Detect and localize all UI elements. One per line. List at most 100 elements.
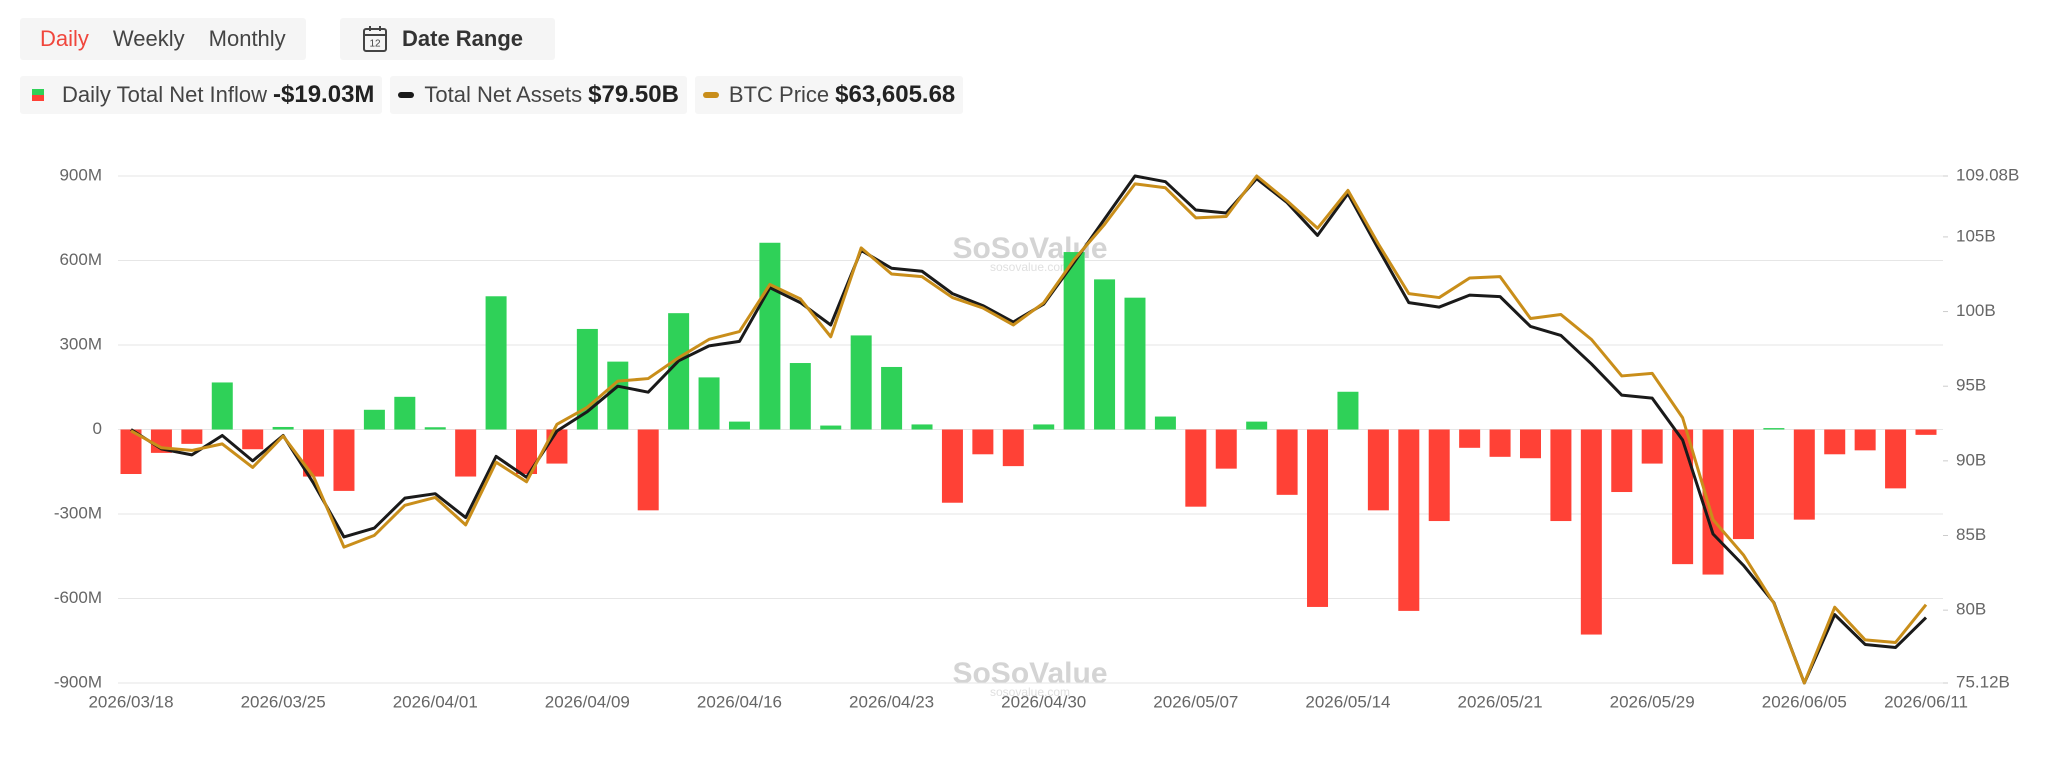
bar [941,429,963,503]
y-tick-label: -600M [54,588,102,607]
x-tick-label: 2026/06/11 [1884,692,1968,711]
bar [850,335,872,430]
y-tick-label: 0 [93,419,102,438]
bar [211,382,233,430]
bar [1672,429,1694,565]
bar [1885,429,1907,489]
bar [181,429,203,444]
line [130,174,1928,685]
bar [668,313,690,430]
bar [698,377,720,430]
watermark-sub: sosovalue.com [990,260,1070,274]
bar [1915,429,1937,435]
bar [1428,429,1450,522]
y-tick-label: 600M [59,250,102,269]
bar [1702,429,1724,575]
bar [637,429,659,511]
bar [1124,297,1146,430]
x-tick-label: 2026/05/14 [1305,692,1390,711]
bar [1793,429,1815,520]
bar [1519,429,1541,459]
bar [1459,429,1481,448]
bar [424,427,446,430]
date-range-button[interactable]: 12 Date Range [340,18,555,60]
bar [1489,429,1511,457]
bar [789,363,811,430]
bar [1732,429,1754,540]
y-tick-label: -300M [54,503,102,522]
bar [1002,429,1024,467]
bar [485,296,507,430]
bar [120,429,142,475]
bar [1337,391,1359,430]
bar [242,429,264,450]
tab[interactable]: Daily [40,26,89,51]
bar [1154,416,1176,430]
bar [546,429,568,464]
watermark: SoSoValue [952,657,1107,690]
y-tick-label: 300M [59,334,102,353]
bar [1641,429,1663,464]
x-tick-label: 2026/04/09 [545,692,630,711]
x-tick-label: 2026/06/05 [1762,692,1847,711]
bar [1033,424,1055,430]
bar [303,429,325,477]
y2-tick-label: 75.12B [1956,672,2010,691]
x-tick-label: 2026/03/18 [88,692,173,711]
y2-tick-label: 95B [1956,376,1986,395]
y2-tick-label: 85B [1956,525,1986,544]
bar [1185,429,1207,507]
x-tick-label: 2026/04/16 [697,692,782,711]
bar [1398,429,1420,611]
tab[interactable]: Monthly [208,26,286,51]
bar [1763,428,1785,430]
legend-value: $63,605.68 [835,81,956,108]
bar [516,429,538,475]
legend-item: Total Net Assets $79.50B [390,76,687,114]
bar [607,361,629,430]
bar [759,242,781,430]
y2-tick-label: 100B [1956,301,1996,320]
bar [1307,429,1329,607]
bar [972,429,994,455]
calendar-icon: 12 [363,26,387,52]
legend: Daily Total Net Inflow -$19.03M Total Net … [20,76,964,114]
bar [1367,429,1389,511]
bar [1854,429,1876,451]
bar [1824,429,1846,455]
bar [881,366,903,430]
bar [363,409,385,430]
x-tick-label: 2026/05/07 [1153,692,1238,711]
y2-tick-label: 90B [1956,450,1986,469]
bar [1611,429,1633,493]
legend-marker [32,89,44,101]
legend-value: -$19.03M [273,81,375,108]
bar [911,424,933,430]
period-tabs: Daily Weekly Monthly [20,18,306,60]
bar [333,429,355,491]
legend-item: Daily Total Net Inflow -$19.03M [20,76,383,114]
icon-day: 12 [369,39,381,50]
y2-tick-label: 109.08B [1956,165,2019,184]
legend-name: Total Net Assets [424,82,583,107]
y2-tick-label: 80B [1956,600,1986,619]
bar [1215,429,1237,469]
legend-name: BTC Price [728,82,830,107]
bar [576,328,598,430]
legend-value: $79.50B [588,81,679,108]
legend-marker [702,92,719,98]
y2-tick-label: 105B [1956,226,1996,245]
y-tick-label: 900M [59,165,102,184]
bar [1063,252,1085,430]
tab[interactable]: Weekly [112,26,185,51]
bar [1550,429,1572,522]
icon-frame [363,28,387,52]
bar [820,425,842,430]
bar [1580,429,1602,635]
x-tick-label: 2026/04/23 [849,692,934,711]
y-tick-label: -900M [54,672,102,691]
bar [272,426,294,430]
